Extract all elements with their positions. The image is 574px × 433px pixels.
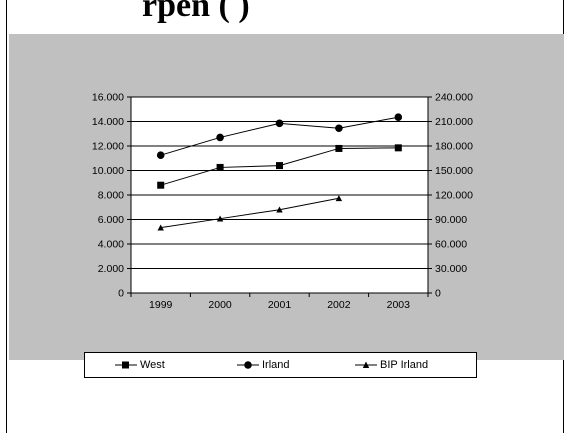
left-tick-label: 10.000 bbox=[92, 165, 124, 177]
x-tick-label: 2001 bbox=[268, 299, 292, 311]
data-point-triangle bbox=[157, 224, 164, 231]
legend: West Irland BIP Irland bbox=[84, 352, 477, 378]
right-tick-label: 210.000 bbox=[435, 116, 473, 128]
legend-item-west: West bbox=[115, 357, 165, 373]
legend-item-irland: Irland bbox=[237, 357, 290, 373]
series-line-bip-irland bbox=[160, 197, 339, 229]
x-tick-label: 2003 bbox=[387, 299, 411, 311]
data-point-square bbox=[335, 144, 343, 152]
slide-title-fragment: rpen ( ) bbox=[142, 0, 522, 24]
legend-label-irland: Irland bbox=[262, 359, 290, 371]
title-fragment-text: rpen ( ) bbox=[142, 0, 250, 24]
left-tick-label: 6.000 bbox=[98, 214, 124, 226]
right-tick-label: 150.000 bbox=[435, 165, 473, 177]
legend-triangle-marker-icon bbox=[355, 361, 377, 369]
legend-label-west: West bbox=[140, 359, 165, 371]
left-tick-label: 14.000 bbox=[92, 116, 124, 128]
right-tick-label: 120.000 bbox=[435, 190, 473, 202]
chart-panel: 0 0 2.000 30.000 4.000 60.000 6.000 90.000 8.000… bbox=[9, 34, 564, 378]
left-tick-label: 4.000 bbox=[98, 239, 124, 251]
legend-circle-marker-icon bbox=[237, 361, 259, 369]
x-tick-label: 1999 bbox=[149, 299, 173, 311]
data-point-circle bbox=[156, 151, 165, 159]
data-point-square bbox=[276, 162, 283, 170]
data-point-circle bbox=[335, 124, 343, 133]
legend-item-bip-irland: BIP Irland bbox=[355, 357, 428, 373]
right-tick-label: 30.000 bbox=[435, 263, 467, 275]
x-tick-label: 2000 bbox=[208, 299, 232, 311]
data-point-square bbox=[394, 144, 402, 152]
right-tick-label: 0 bbox=[435, 288, 441, 300]
left-tick-label: 12.000 bbox=[92, 141, 124, 153]
data-point-square bbox=[157, 181, 165, 189]
legend-square-marker-icon bbox=[115, 361, 137, 369]
data-point-triangle bbox=[216, 215, 224, 222]
data-point-triangle bbox=[276, 206, 283, 213]
data-point-triangle bbox=[335, 195, 343, 202]
legend-label-bip-irland: BIP Irland bbox=[380, 359, 429, 371]
x-tick-label: 2002 bbox=[327, 299, 351, 311]
data-point-circle bbox=[394, 113, 403, 122]
left-tick-label: 2.000 bbox=[98, 263, 124, 275]
data-point-circle bbox=[275, 119, 284, 128]
right-tick-label: 240.000 bbox=[435, 92, 473, 104]
right-tick-label: 180.000 bbox=[435, 141, 473, 153]
chart-svg: 0 0 2.000 30.000 4.000 60.000 6.000 90.000 8.000… bbox=[92, 92, 473, 312]
right-tick-label: 90.000 bbox=[435, 214, 467, 226]
data-point-circle bbox=[216, 133, 224, 142]
left-tick-label: 0 bbox=[118, 288, 124, 300]
data-point-square bbox=[216, 163, 224, 171]
left-tick-label: 8.000 bbox=[98, 190, 124, 202]
left-tick-label: 16.000 bbox=[92, 92, 124, 104]
right-tick-label: 60.000 bbox=[435, 239, 467, 251]
